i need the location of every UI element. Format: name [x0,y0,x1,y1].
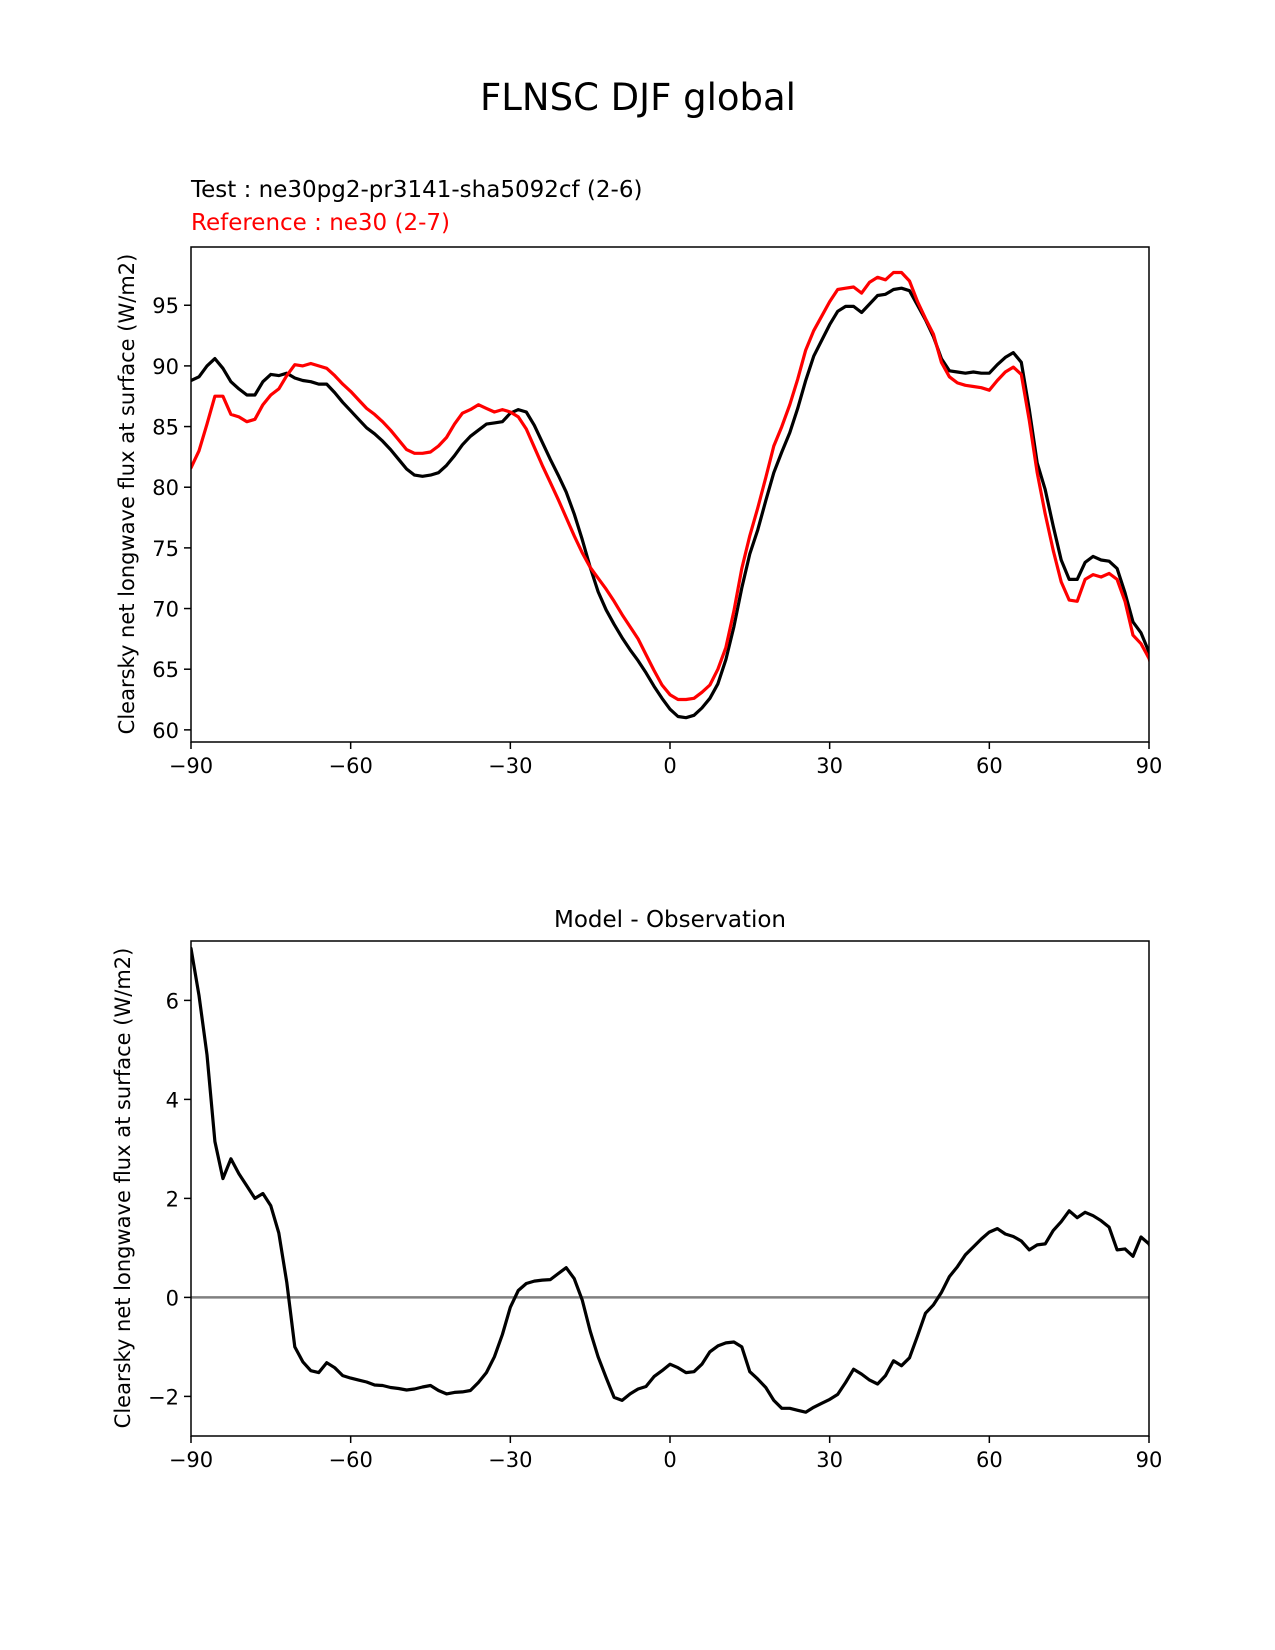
top-x-tick-label: 90 [1136,754,1163,778]
top-x-tick-label: 60 [976,754,1003,778]
top-x-tick-label: 30 [816,754,843,778]
top-series-line-1 [191,270,1149,702]
top-y-tick-label: 75 [152,537,179,561]
top-panel: Test : ne30pg2-pr3141-sha5092cf (2-6) Re… [115,177,1162,778]
top-axes-frame [190,246,1150,743]
bottom-x-tick-label: 0 [663,1448,676,1472]
bottom-y-axis-label: Clearsky net longwave flux at surface (W… [111,948,135,1429]
top-series-group [191,270,1149,720]
bottom-x-tick-label: −60 [329,1448,373,1472]
top-x-tick-label: 0 [663,754,676,778]
top-y-axis-label: Clearsky net longwave flux at surface (W… [115,254,139,735]
top-y-tick-label: 70 [152,598,179,622]
top-y-tick-label: 80 [152,476,179,500]
top-x-tick-label: −60 [329,754,373,778]
top-y-tick-label: 65 [152,658,179,682]
top-y-tick-label: 95 [152,294,179,318]
bottom-x-tick-label: 90 [1136,1448,1163,1472]
top-y-tick-label: 60 [152,719,179,743]
bottom-y-tick-label: −2 [148,1385,179,1409]
reference-label: Reference : ne30 (2-7) [191,210,450,236]
bottom-y-tick-label: 0 [166,1286,179,1310]
bottom-panel: Model - Observation Clearsky net longwav… [111,907,1162,1472]
bottom-panel-title: Model - Observation [554,907,786,933]
bottom-y-tick-label: 6 [166,989,179,1013]
bottom-y-tick-label: 4 [166,1088,179,1112]
top-x-tick-label: −90 [169,754,213,778]
bottom-y-tick-label: 2 [166,1187,179,1211]
bottom-x-tick-label: 30 [816,1448,843,1472]
bottom-x-tick-label: 60 [976,1448,1003,1472]
bottom-axes-frame [190,940,1150,1437]
top-ticks-group: −90 −60 −30 0 30 60 90 60 65 70 75 80 85 90 95 [152,294,1162,778]
bottom-x-tick-label: −30 [488,1448,532,1472]
figure-title: FLNSC DJF global [480,76,796,119]
bottom-ticks-group: −90 −60 −30 0 30 60 90 −2 0 2 4 6 [148,989,1162,1472]
bottom-series-line-0 [191,946,1149,1414]
top-y-tick-label: 90 [152,355,179,379]
bottom-x-tick-label: −90 [169,1448,213,1472]
test-label: Test : ne30pg2-pr3141-sha5092cf (2-6) [190,177,642,203]
top-x-tick-label: −30 [488,754,532,778]
top-series-line-0 [191,286,1149,720]
bottom-series-group [191,946,1149,1414]
top-y-tick-label: 85 [152,416,179,440]
